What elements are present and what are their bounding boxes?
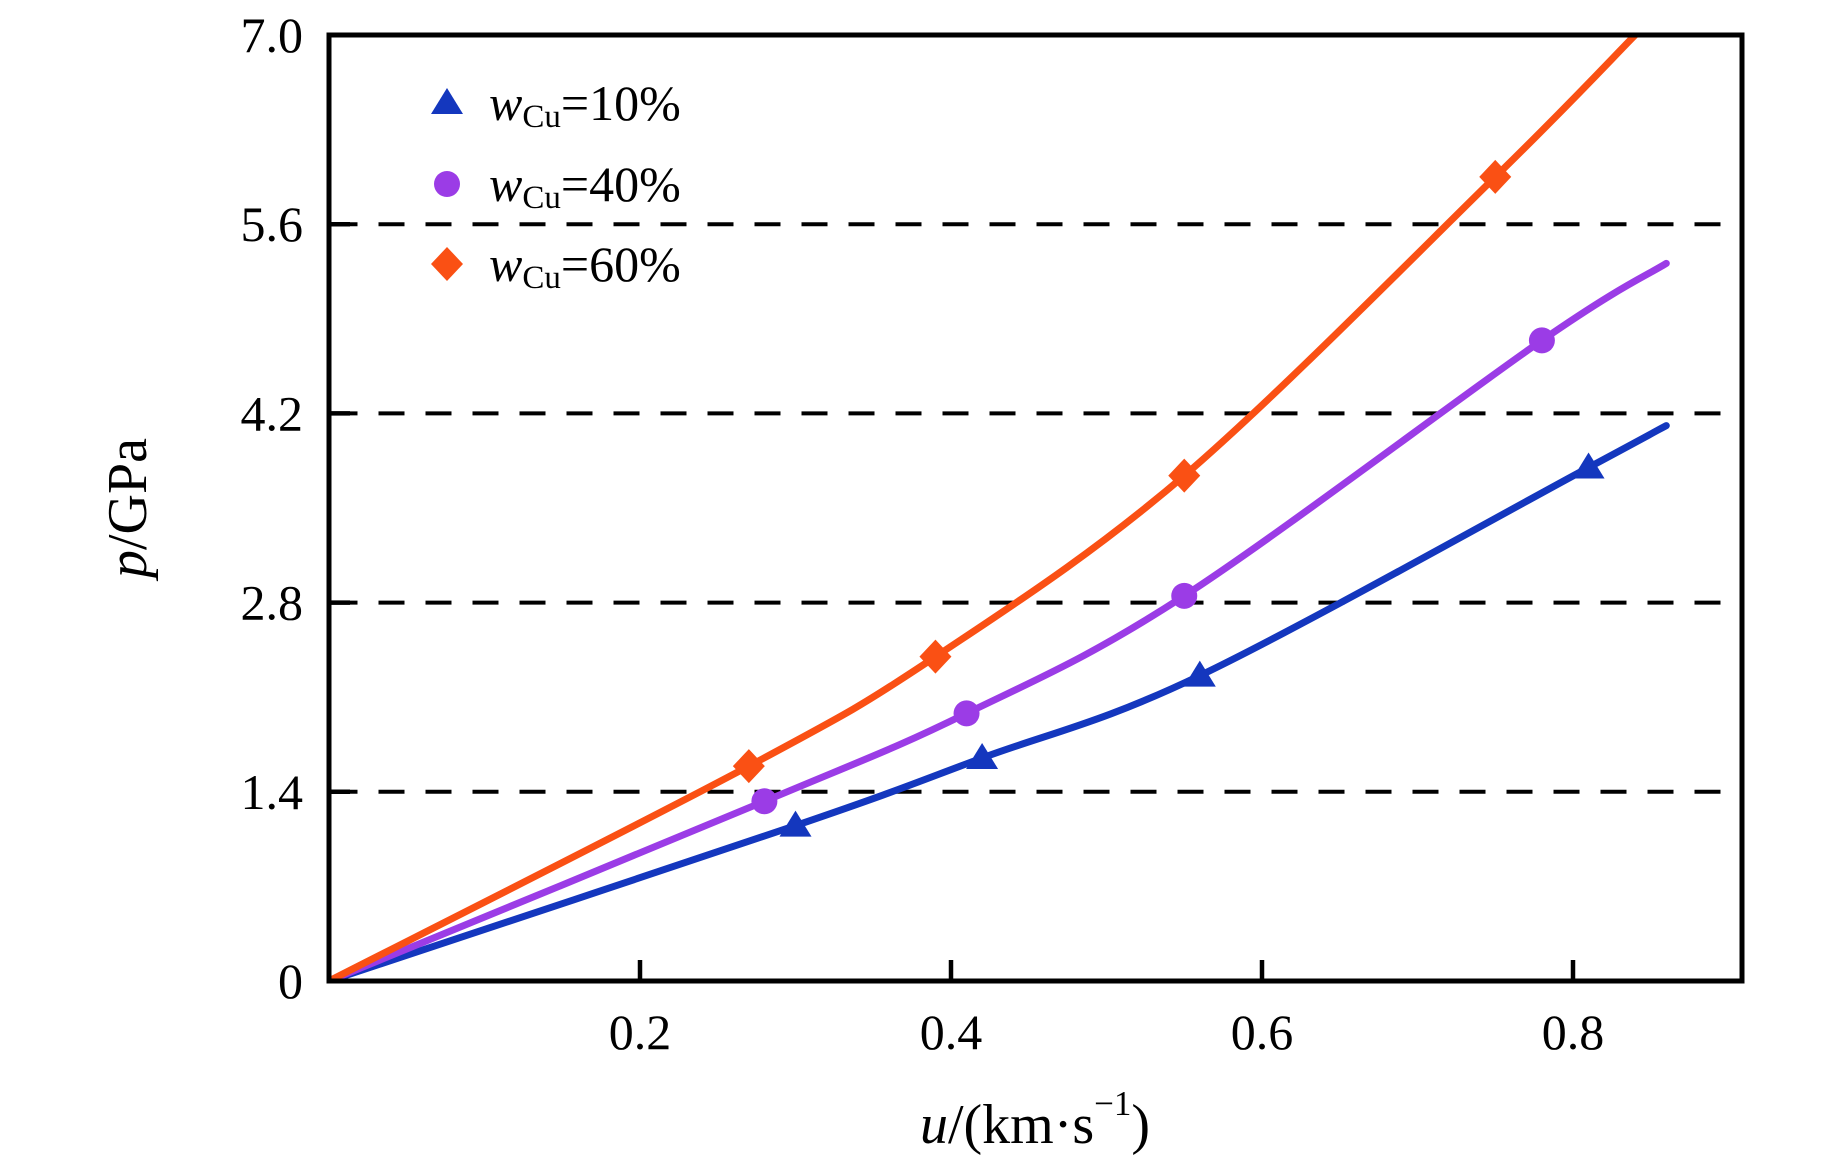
y-tick-label: 0	[278, 953, 303, 1009]
data-point-triangle-icon	[431, 88, 463, 114]
x-axis-title: u/(km·s−1)	[920, 1084, 1150, 1157]
series-layer	[331, 37, 1670, 979]
x-axis-variable: u	[920, 1094, 948, 1156]
legend-value: =40%	[561, 156, 681, 212]
legend-item-wcu60: wCu=60%	[489, 236, 681, 296]
y-axis-title: p/GPa	[97, 438, 159, 582]
data-point-triangle-icon	[966, 743, 999, 770]
data-point-diamond-icon	[1479, 159, 1512, 194]
legend-variable: w	[489, 75, 522, 131]
marker-layer	[732, 159, 1605, 837]
x-axis-unit: /(km·s	[948, 1094, 1094, 1156]
legend-value: =10%	[561, 75, 681, 131]
gridlines	[331, 222, 1740, 794]
legend-marker-icons	[431, 88, 463, 281]
legend-value: =60%	[561, 236, 681, 292]
data-point-circle-icon	[1171, 582, 1198, 609]
y-axis-variable: p	[97, 550, 159, 582]
legend-subscript: Cu	[522, 180, 561, 216]
y-tick-label: 4.2	[241, 385, 304, 441]
data-point-circle-icon	[953, 700, 980, 727]
y-tick-label: 2.8	[241, 575, 304, 631]
legend-variable: w	[489, 236, 522, 292]
data-point-circle-icon	[1528, 327, 1555, 354]
legend-subscript: Cu	[522, 99, 561, 135]
series-curve-triangle	[331, 422, 1670, 979]
legend-item-wcu40: wCu=40%	[489, 156, 681, 216]
x-tick-label: 0.2	[609, 1004, 672, 1060]
tick-labels: 0.2 0.4 0.6 0.8 0 1.4 2.8 4.2 5.6 7.0	[241, 7, 1605, 1060]
y-tick-label: 5.6	[241, 196, 304, 252]
legend-subscript: Cu	[522, 260, 561, 296]
data-point-diamond-icon	[919, 639, 952, 674]
x-axis-unit-exponent: −1	[1094, 1084, 1131, 1123]
y-axis-unit: /GPa	[97, 438, 159, 550]
data-point-triangle-icon	[779, 810, 812, 837]
legend: wCu=10% wCu=40% wCu=60%	[431, 75, 681, 296]
x-tick-label: 0.6	[1231, 1004, 1294, 1060]
x-tick-label: 0.4	[920, 1004, 983, 1060]
plot-frame	[326, 32, 1745, 984]
data-point-triangle-icon	[1183, 660, 1216, 687]
data-point-diamond-icon	[732, 749, 765, 784]
legend-variable: w	[489, 156, 522, 212]
x-axis-unit-close: )	[1131, 1094, 1150, 1156]
series-curve-circle	[331, 259, 1670, 979]
legend-item-wcu10: wCu=10%	[489, 75, 681, 135]
axis-ticks	[331, 221, 1576, 979]
data-point-diamond-icon	[1168, 458, 1201, 493]
y-tick-label: 7.0	[241, 7, 304, 63]
data-point-circle-icon	[434, 171, 460, 197]
data-point-circle-icon	[751, 788, 778, 815]
data-point-triangle-icon	[1572, 452, 1605, 479]
y-tick-label: 1.4	[241, 764, 304, 820]
series-curve-diamond	[331, 37, 1638, 979]
x-tick-label: 0.8	[1542, 1004, 1605, 1060]
data-point-diamond-icon	[431, 247, 463, 281]
